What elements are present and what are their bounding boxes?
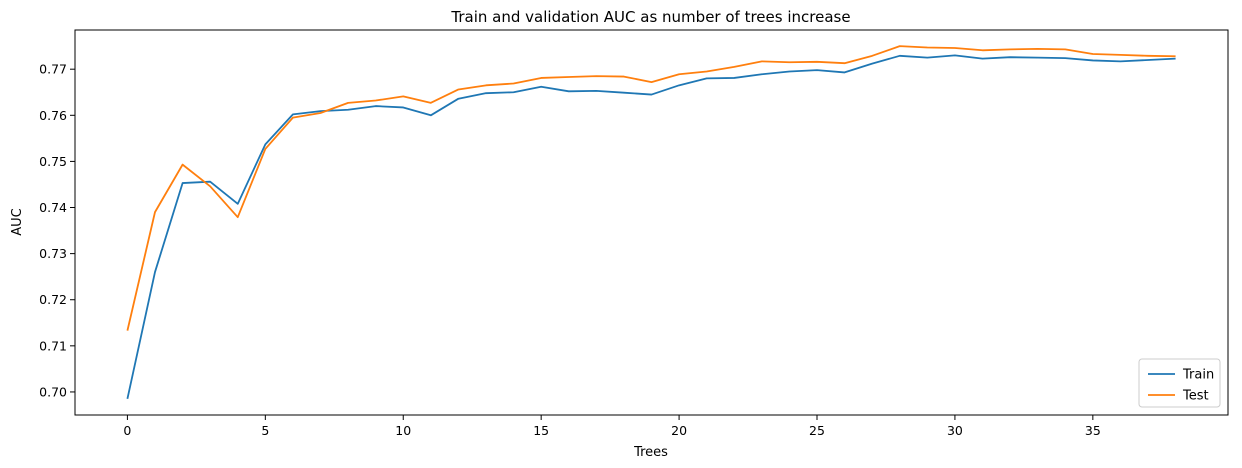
y-tick-label: 0.72 xyxy=(39,292,67,307)
y-tick-label: 0.73 xyxy=(39,246,67,261)
y-tick-label: 0.77 xyxy=(39,62,67,77)
axis-ticks: 0 5 10 15 20 25 30 35 0.70 0.71 0.72 0.73 0.74 0.75 0.… xyxy=(39,62,1101,438)
y-tick-label: 0.76 xyxy=(39,108,67,123)
chart-title: Train and validation AUC as number of tr… xyxy=(450,8,850,26)
legend-label-test: Test xyxy=(1182,389,1209,404)
x-tick-label: 20 xyxy=(671,423,687,438)
x-tick-label: 0 xyxy=(123,423,131,438)
series-layer xyxy=(126,45,1176,400)
x-tick-label: 25 xyxy=(809,423,825,438)
y-tick-label: 0.70 xyxy=(39,384,67,399)
series-line-train xyxy=(126,54,1176,400)
series-line-test xyxy=(126,45,1176,331)
plot-frame xyxy=(74,29,1229,416)
y-tick-label: 0.75 xyxy=(39,154,67,169)
legend-label-train: Train xyxy=(1182,368,1214,383)
x-tick-label: 35 xyxy=(1085,423,1101,438)
x-tick-label: 15 xyxy=(533,423,549,438)
y-axis-label: AUC xyxy=(10,208,25,236)
x-tick-label: 30 xyxy=(947,423,963,438)
y-tick-label: 0.71 xyxy=(39,338,67,353)
x-tick-label: 5 xyxy=(261,423,269,438)
legend: Train Test xyxy=(1138,358,1221,408)
x-tick-label: 10 xyxy=(395,423,411,438)
x-axis-label: Trees xyxy=(633,445,668,460)
y-tick-label: 0.74 xyxy=(39,200,67,215)
